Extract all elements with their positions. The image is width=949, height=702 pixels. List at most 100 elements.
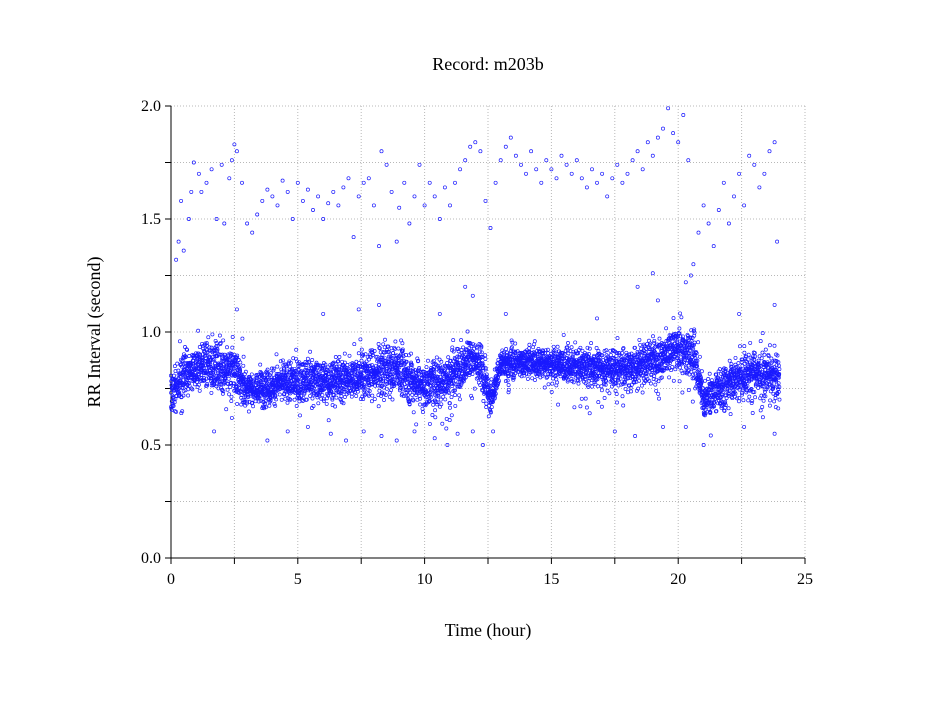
data-point <box>334 355 337 358</box>
data-point <box>737 400 740 403</box>
data-point <box>484 354 487 357</box>
data-point <box>665 327 668 330</box>
data-point <box>679 312 682 315</box>
data-point <box>649 382 652 385</box>
data-point <box>210 391 213 394</box>
data-point <box>335 396 338 399</box>
data-point <box>615 392 618 395</box>
data-point <box>657 392 660 395</box>
data-point <box>708 372 711 375</box>
data-point <box>359 338 362 341</box>
x-axis-label: Time (hour) <box>445 620 532 641</box>
data-point <box>426 359 429 362</box>
data-point <box>573 406 576 409</box>
data-point <box>698 355 701 358</box>
data-point <box>596 385 599 388</box>
data-point <box>533 378 536 381</box>
data-point <box>615 401 618 404</box>
data-point <box>394 340 397 343</box>
data-point <box>242 355 245 358</box>
data-point <box>198 345 201 348</box>
y-tick-label: 1.0 <box>141 324 161 341</box>
data-point <box>507 383 510 386</box>
data-point <box>391 398 394 401</box>
data-point <box>236 402 239 405</box>
data-point <box>630 390 633 393</box>
data-point <box>597 401 600 404</box>
x-tick-label: 0 <box>167 571 175 588</box>
x-tick-label: 5 <box>294 571 302 588</box>
data-point <box>355 394 358 397</box>
data-point <box>738 396 741 399</box>
data-point <box>743 345 746 348</box>
data-point <box>588 412 591 415</box>
data-point <box>445 427 448 430</box>
data-point <box>580 397 583 400</box>
data-point <box>655 389 658 392</box>
data-point <box>671 365 674 368</box>
data-point <box>678 366 681 369</box>
data-point <box>570 377 573 380</box>
axes <box>165 106 805 564</box>
data-point <box>657 397 660 400</box>
data-point <box>641 391 644 394</box>
data-point <box>658 337 661 340</box>
data-point <box>591 385 594 388</box>
data-point <box>482 399 485 402</box>
data-point <box>218 334 221 337</box>
data-point <box>703 379 706 382</box>
data-point <box>687 389 690 392</box>
data-point <box>348 354 351 357</box>
data-point <box>700 370 703 373</box>
data-point <box>584 397 587 400</box>
data-point <box>621 395 624 398</box>
data-point <box>734 356 737 359</box>
data-point <box>533 343 536 346</box>
data-point <box>557 403 560 406</box>
data-point <box>579 405 582 408</box>
x-tick-label: 25 <box>797 571 813 588</box>
data-point <box>681 391 684 394</box>
data-point <box>454 394 457 397</box>
data-point <box>547 383 550 386</box>
data-point <box>371 394 374 397</box>
data-point <box>556 345 559 348</box>
data-point <box>546 348 549 351</box>
data-point <box>570 346 573 349</box>
y-tick-label: 1.5 <box>141 211 161 228</box>
data-point <box>728 359 731 362</box>
data-point <box>528 343 531 346</box>
data-point <box>240 403 243 406</box>
data-point <box>458 398 461 401</box>
data-point <box>188 354 191 357</box>
data-point <box>259 363 262 366</box>
data-point <box>622 404 625 407</box>
data-point <box>526 377 529 380</box>
data-point <box>241 337 244 340</box>
x-tick-label: 15 <box>543 571 559 588</box>
data-point <box>434 409 437 412</box>
data-point <box>490 406 493 409</box>
chart-title: Record: m203b <box>432 54 543 74</box>
grid-lines <box>171 106 805 558</box>
data-point <box>415 423 418 426</box>
data-point <box>325 402 328 405</box>
data-point <box>280 398 283 401</box>
data-point <box>626 391 629 394</box>
data-point <box>382 398 385 401</box>
data-point <box>654 383 657 386</box>
data-point <box>286 401 289 404</box>
data-point <box>447 356 450 359</box>
data-point <box>516 350 519 353</box>
data-point <box>230 395 233 398</box>
data-point <box>551 382 554 385</box>
data-point <box>298 414 301 417</box>
data-point <box>225 408 228 411</box>
data-point <box>608 392 611 395</box>
data-point <box>514 342 517 345</box>
data-point <box>678 380 681 383</box>
data-point <box>505 347 508 350</box>
data-point <box>672 379 675 382</box>
data-point <box>452 339 455 342</box>
data-point <box>747 399 750 402</box>
